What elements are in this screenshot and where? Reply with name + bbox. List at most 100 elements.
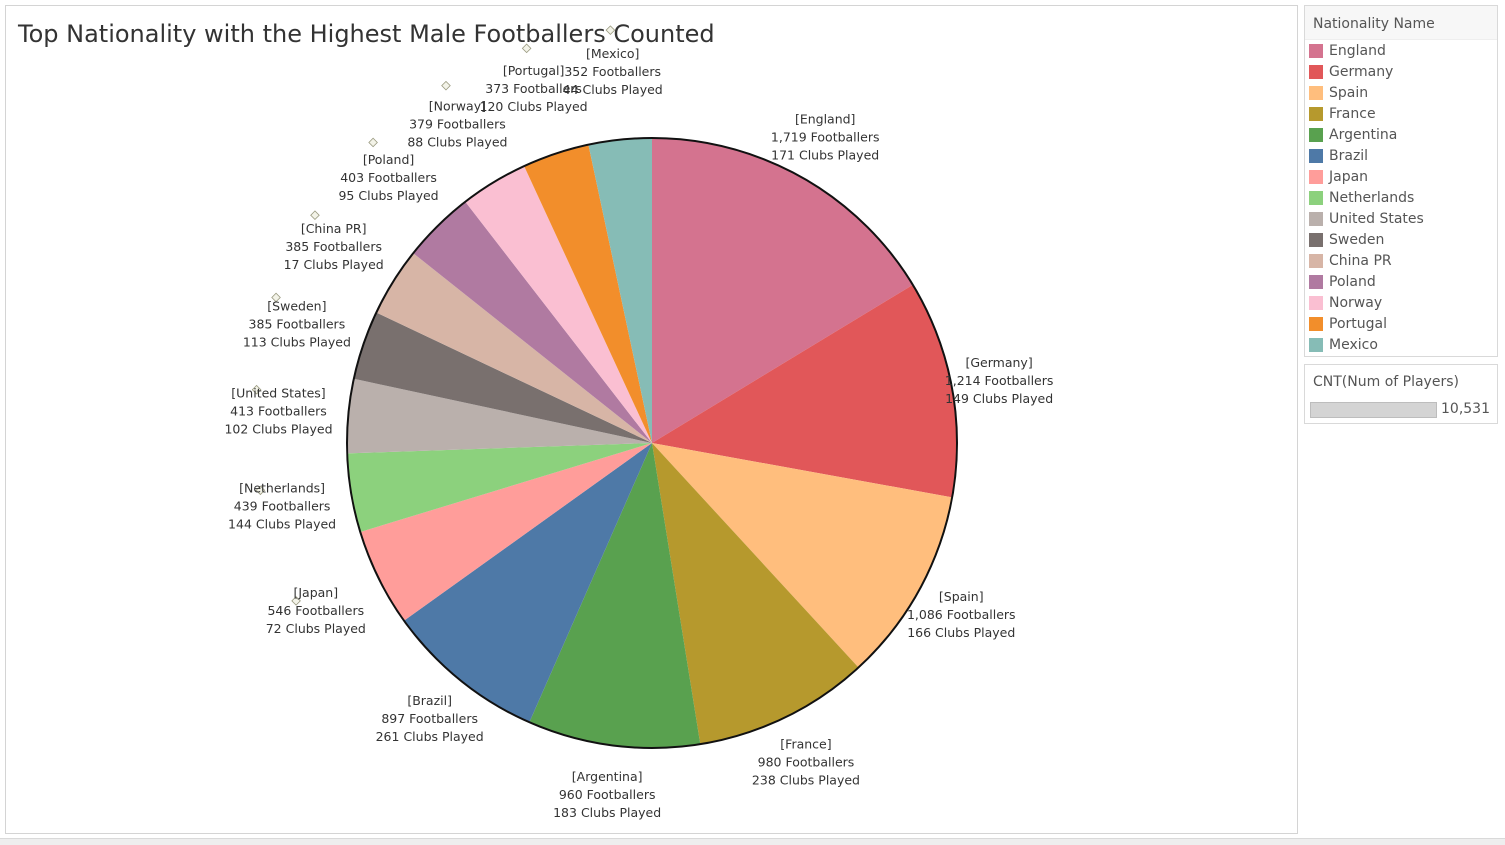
pie-slice-spain[interactable] <box>652 443 953 668</box>
label-marker <box>310 210 320 221</box>
legend-item[interactable]: Argentina <box>1305 124 1497 145</box>
legend-swatch <box>1309 169 1323 184</box>
size-legend-value: 10,531 <box>1441 401 1490 417</box>
legend-label: Brazil <box>1329 147 1369 164</box>
slice-label-clubs: 166 Clubs Played <box>907 625 1015 640</box>
slice-label: [Germany] 1,214 Footballers 149 Clubs Play… <box>945 355 1054 406</box>
legend-swatch <box>1309 232 1323 247</box>
label-marker <box>291 596 301 606</box>
legend-item[interactable]: Brazil <box>1305 145 1497 166</box>
legend-swatch <box>1309 85 1323 100</box>
slice-label-name: [Argentina] <box>572 769 643 784</box>
legend-item[interactable]: England <box>1305 40 1497 61</box>
legend-label: Germany <box>1329 63 1394 80</box>
legend-swatch <box>1309 106 1323 121</box>
slice-label-name: [England] <box>795 111 856 126</box>
legend-item[interactable]: Sweden <box>1305 229 1497 250</box>
slice-label-footballers: 385 Footballers <box>249 317 346 332</box>
chart-pane: Top Nationality with the Highest Male Fo… <box>5 5 1298 834</box>
legend-label: Mexico <box>1329 336 1378 353</box>
pie-slice-united-states[interactable] <box>347 378 652 454</box>
pie-slice-sweden[interactable] <box>353 312 652 443</box>
legend-item[interactable]: China PR <box>1305 250 1497 271</box>
legend-item[interactable]: Japan <box>1305 166 1497 187</box>
slice-label-name: [Sweden] <box>267 299 326 314</box>
legend-item[interactable]: Poland <box>1305 271 1497 292</box>
label-marker <box>521 43 532 54</box>
slice-label-clubs: 17 Clubs Played <box>284 257 384 272</box>
legend-swatch <box>1309 211 1323 226</box>
pie-slice-japan[interactable] <box>360 443 652 621</box>
slice-label-name: [China PR] <box>301 221 367 236</box>
slice-label-name: [Norway] <box>429 98 486 113</box>
legend-item[interactable]: Norway <box>1305 292 1497 313</box>
slice-label: [Japan] 546 Footballers 72 Clubs Played <box>266 585 366 636</box>
legend-item[interactable]: Spain <box>1305 82 1497 103</box>
slice-label-clubs: 261 Clubs Played <box>376 729 484 744</box>
pie-slice-netherlands[interactable] <box>347 443 652 532</box>
slice-label-name: [Spain] <box>939 589 984 604</box>
legend-swatch <box>1309 253 1323 268</box>
legend-label: Portugal <box>1329 315 1387 332</box>
pie-slice-portugal[interactable] <box>524 144 652 443</box>
slice-label-clubs: 72 Clubs Played <box>266 621 366 636</box>
legend-label: France <box>1329 105 1376 122</box>
slice-label-name: [Poland] <box>363 152 414 167</box>
legend-item[interactable]: France <box>1305 103 1497 124</box>
legend-swatch <box>1309 43 1323 58</box>
slice-label: [Poland] 403 Footballers 95 Clubs Played <box>338 137 439 203</box>
legend-label: Norway <box>1329 294 1383 311</box>
slice-label: [Portugal] 373 Footballers 120 Clubs Playe… <box>480 43 588 114</box>
slice-label-footballers: 413 Footballers <box>230 404 327 419</box>
pie-chart: [England] 1,719 Footballers 171 Clubs Play… <box>224 25 1054 820</box>
legend-items: England Germany Spain France Argentina Brazil… <box>1305 40 1497 355</box>
legend-swatch <box>1309 337 1323 352</box>
legend-label: Japan <box>1329 168 1369 185</box>
pie-slice-norway[interactable] <box>465 166 652 443</box>
slice-label-footballers: 379 Footballers <box>409 116 506 131</box>
legend-item[interactable]: Germany <box>1305 61 1497 82</box>
slice-label-footballers: 385 Footballers <box>285 239 382 254</box>
slice-label: [Sweden] 385 Footballers 113 Clubs Played <box>243 292 351 350</box>
slice-label-footballers: 980 Footballers <box>758 755 855 770</box>
pie-slice-poland[interactable] <box>413 201 652 443</box>
slice-label-name: [Brazil] <box>407 693 452 708</box>
pie-slice-mexico[interactable] <box>588 138 652 443</box>
slice-label-name: [France] <box>780 737 831 752</box>
pie-slice-england[interactable] <box>652 138 913 443</box>
legend-label: Sweden <box>1329 231 1385 248</box>
slice-label-footballers: 439 Footballers <box>234 499 331 514</box>
slice-label-clubs: 88 Clubs Played <box>407 134 507 149</box>
legend-item[interactable]: Mexico <box>1305 334 1497 355</box>
label-marker <box>251 384 262 395</box>
slice-label: [Brazil] 897 Footballers 261 Clubs Played <box>376 693 484 744</box>
legend-item[interactable]: Portugal <box>1305 313 1497 334</box>
slice-label: [England] 1,719 Footballers 171 Clubs Play… <box>771 111 880 162</box>
pie-slice-argentina[interactable] <box>529 443 701 748</box>
slice-label-footballers: 960 Footballers <box>559 787 656 802</box>
size-legend-title: CNT(Num of Players) <box>1313 374 1459 390</box>
label-marker <box>605 25 616 35</box>
slice-label-clubs: 95 Clubs Played <box>338 188 438 203</box>
slice-label-footballers: 373 Footballers <box>485 81 582 96</box>
legend-item[interactable]: United States <box>1305 208 1497 229</box>
slice-label-footballers: 1,086 Footballers <box>907 607 1016 622</box>
slice-label-clubs: 102 Clubs Played <box>224 422 332 437</box>
pie-slice-china-pr[interactable] <box>376 253 652 443</box>
slice-label: [United States] 413 Footballers 102 Clubs … <box>224 384 333 437</box>
pie-slice-germany[interactable] <box>652 284 957 498</box>
slice-label-name: [Japan] <box>293 585 338 600</box>
legend-swatch <box>1309 190 1323 205</box>
label-marker <box>271 292 281 303</box>
legend-label: England <box>1329 42 1386 59</box>
pie-slice-brazil[interactable] <box>404 443 652 723</box>
sheet-tab-strip <box>0 838 1505 845</box>
chart-title: Top Nationality with the Highest Male Fo… <box>18 20 715 48</box>
label-marker <box>441 80 451 91</box>
pie-slice-france[interactable] <box>652 443 859 745</box>
slice-label: [China PR] 385 Footballers 17 Clubs Played <box>284 210 384 272</box>
slice-label-footballers: 546 Footballers <box>267 603 364 618</box>
legend-swatch <box>1309 274 1323 289</box>
slice-label-name: [Germany] <box>965 355 1032 370</box>
legend-item[interactable]: Netherlands <box>1305 187 1497 208</box>
